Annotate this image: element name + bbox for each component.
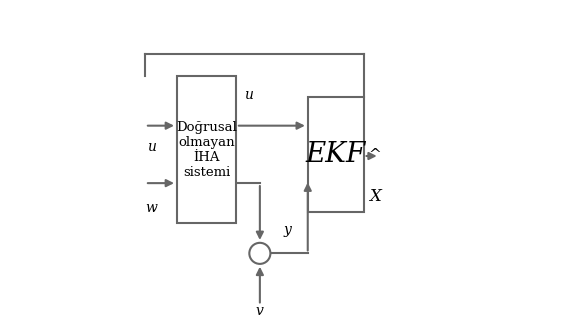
Text: v: v — [256, 305, 264, 318]
Text: w: w — [145, 201, 157, 215]
Circle shape — [249, 243, 270, 264]
Bar — [308, 97, 363, 212]
Text: u: u — [244, 88, 253, 102]
Bar — [177, 76, 236, 223]
Text: EKF: EKF — [305, 141, 366, 168]
Text: ^: ^ — [369, 149, 381, 162]
Text: u: u — [147, 140, 156, 154]
Text: Doğrusal
olmayan
İHA
sistemi: Doğrusal olmayan İHA sistemi — [176, 121, 237, 179]
Text: y: y — [283, 223, 291, 237]
Text: X: X — [369, 188, 381, 205]
